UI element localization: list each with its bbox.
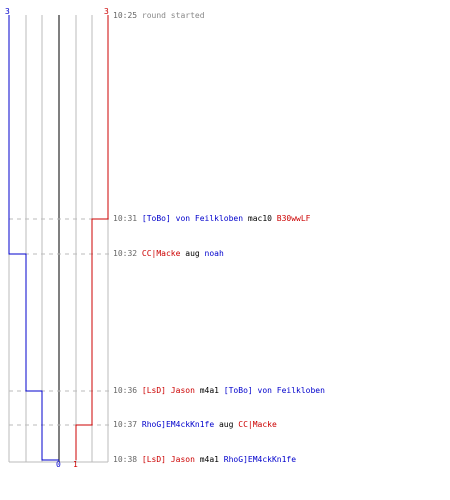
event-text-part: aug <box>180 249 205 258</box>
blue-start-score: 3 <box>5 7 10 16</box>
event-time: 10:36 <box>113 386 142 395</box>
event-text-part: B30wwLF <box>276 214 311 223</box>
red-team-line <box>75 15 109 460</box>
event-text-part: CC|Macke <box>238 420 277 429</box>
event-time: 10:37 <box>113 420 142 429</box>
event-time: 10:25 <box>113 11 142 20</box>
event-time: 10:31 <box>113 214 142 223</box>
event-time: 10:32 <box>113 249 142 258</box>
event-text-part: aug <box>214 420 239 429</box>
event-row: 10:37 RhoG]EM4ckKn1fe aug CC|Macke <box>113 420 277 430</box>
event-text-part: RhoG]EM4ckKn1fe <box>223 455 297 464</box>
event-text-part: [LsD] Jason <box>141 455 195 464</box>
event-row: 10:31 [ToBo] von Feilkloben mac10 B30wwL… <box>113 214 311 224</box>
event-text-part: m4a1 <box>194 386 224 395</box>
event-text-part: m4a1 <box>194 455 224 464</box>
timeline-grid <box>8 15 109 463</box>
red-start-score: 3 <box>104 7 109 16</box>
event-row: 10:38 [LsD] Jason m4a1 RhoG]EM4ckKn1fe <box>113 455 296 465</box>
event-text-part: CC|Macke <box>141 249 181 258</box>
event-time: 10:38 <box>113 455 142 464</box>
event-row: 10:36 [LsD] Jason m4a1 [ToBo] von Feilkl… <box>113 386 325 396</box>
event-text-part: round started <box>141 11 205 20</box>
blue-team-line <box>8 15 59 461</box>
event-text-part: [ToBo] von Feilkloben <box>141 214 244 223</box>
event-text-part: [ToBo] von Feilkloben <box>223 386 325 395</box>
event-guides <box>9 218 112 426</box>
event-row: 10:25 round started <box>113 11 205 21</box>
event-text-part: noah <box>204 249 224 258</box>
red-end-score: 1 <box>73 460 78 469</box>
event-text-part: mac10 <box>243 214 277 223</box>
event-text-part: [LsD] Jason <box>141 386 195 395</box>
event-text-part: RhoG]EM4ckKn1fe <box>141 420 215 429</box>
event-row: 10:32 CC|Macke aug noah <box>113 249 224 259</box>
blue-end-score: 0 <box>56 460 61 469</box>
